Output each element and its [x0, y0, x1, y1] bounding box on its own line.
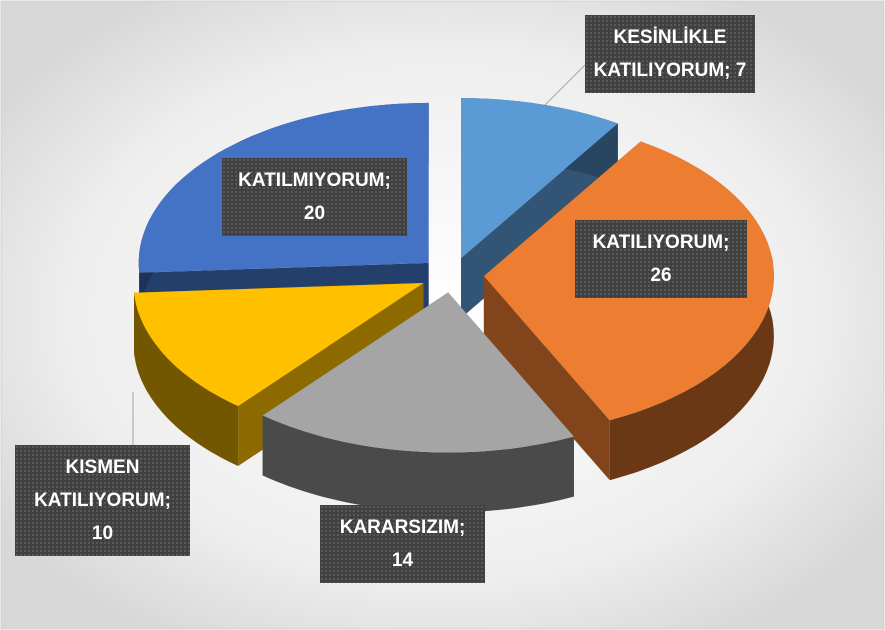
slice [262, 292, 574, 453]
data-label: KESİNLİKLE KATILIYORUM; 7 [585, 15, 755, 93]
slice [134, 283, 424, 406]
data-label: KATILMIYORUM; 20 [222, 158, 407, 236]
slice-side [483, 276, 610, 481]
data-label: KARARSIZIM; 14 [320, 505, 485, 583]
data-label: KATILIYORUM; 26 [575, 220, 747, 298]
slice [461, 98, 618, 259]
slice-side [134, 292, 239, 466]
slice-side [262, 415, 574, 513]
data-label: KISMEN KATILIYORUM; 10 [15, 445, 190, 556]
